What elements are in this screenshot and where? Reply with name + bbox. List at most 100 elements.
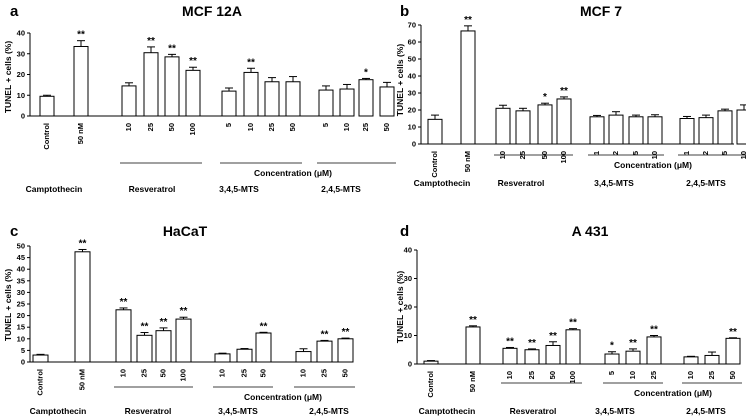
bar bbox=[236, 348, 253, 363]
y-tick-label: 10 bbox=[404, 331, 412, 340]
significance-label: ** bbox=[160, 317, 168, 328]
category-label: 50 bbox=[382, 123, 391, 131]
category-label: 10 bbox=[124, 123, 133, 131]
category-label: Control bbox=[426, 371, 435, 398]
chart-title: MCF 7 bbox=[580, 3, 622, 19]
category-label: 5 bbox=[224, 123, 233, 127]
y-tick-label: 0 bbox=[412, 140, 416, 149]
bar bbox=[556, 98, 572, 145]
bar bbox=[604, 353, 620, 365]
significance-label: ** bbox=[506, 336, 514, 347]
category-label: 25 bbox=[527, 371, 536, 379]
bar bbox=[175, 318, 192, 363]
category-label: 50 bbox=[728, 371, 737, 379]
significance-label: ** bbox=[528, 338, 536, 349]
bar bbox=[214, 353, 231, 363]
bar bbox=[39, 95, 55, 117]
chart-panel-a: a MCF 12A TUNEL + cells (%) 0 10 20 30 40 Contro… bbox=[3, 3, 396, 194]
category-label: 10 bbox=[628, 371, 637, 379]
y-tick-label: 0 bbox=[408, 360, 412, 369]
category-label: 50 bbox=[341, 369, 350, 377]
y-tick-label: 40 bbox=[404, 246, 412, 255]
bar bbox=[318, 89, 334, 117]
category-label: 10 bbox=[218, 369, 227, 377]
group-label: Resveratrol bbox=[129, 184, 176, 194]
category-label: 25 bbox=[707, 371, 716, 379]
y-tick-label: 20 bbox=[17, 70, 25, 79]
category-label: 25 bbox=[361, 123, 370, 131]
category-label: 50 bbox=[167, 123, 176, 131]
category-label: 2 bbox=[701, 151, 710, 155]
bar bbox=[495, 107, 511, 145]
group-label: Resveratrol bbox=[510, 406, 557, 416]
y-tick-label: 50 bbox=[408, 55, 416, 64]
bar bbox=[679, 118, 695, 145]
category-label: 100 bbox=[179, 369, 188, 382]
bar bbox=[524, 349, 540, 365]
category-label: 10 bbox=[686, 371, 695, 379]
significance-label: ** bbox=[650, 325, 658, 336]
y-tick-label: 0 bbox=[21, 358, 25, 367]
category-label: Control bbox=[42, 123, 51, 150]
bar bbox=[628, 116, 644, 145]
bar bbox=[460, 30, 476, 145]
bar bbox=[164, 56, 180, 117]
bar bbox=[185, 69, 201, 117]
bar bbox=[565, 329, 581, 365]
significance-label: ** bbox=[321, 329, 329, 340]
bar bbox=[155, 330, 172, 363]
bar bbox=[427, 118, 443, 145]
significance-label: ** bbox=[560, 86, 568, 97]
category-label: 10 bbox=[342, 123, 351, 131]
bar bbox=[264, 81, 280, 117]
x-axis-label: Concentration (μM) bbox=[244, 392, 322, 402]
bar bbox=[589, 116, 605, 145]
category-label: 25 bbox=[320, 369, 329, 377]
significance-label: ** bbox=[79, 238, 87, 249]
significance-label: ** bbox=[464, 15, 472, 26]
group-label: Camptothecin bbox=[30, 406, 87, 416]
group-label: Resveratrol bbox=[498, 178, 545, 188]
significance-label: * bbox=[364, 67, 368, 78]
bar bbox=[608, 114, 624, 145]
category-label: 100 bbox=[188, 123, 197, 136]
bar bbox=[316, 340, 333, 363]
significance-label: * bbox=[543, 92, 547, 103]
y-axis-label: TUNEL + cells (%) bbox=[3, 269, 13, 342]
chart-title: HaCaT bbox=[163, 223, 208, 239]
y-tick-label: 0 bbox=[21, 112, 25, 121]
y-tick-label: 60 bbox=[408, 38, 416, 47]
bar bbox=[423, 360, 439, 365]
category-label: 10 bbox=[246, 123, 255, 131]
panel-letter: a bbox=[10, 3, 19, 20]
chart-panel-d: d A 431 TUNEL + cells (%) 0 10 20 30 40 Control *… bbox=[395, 223, 742, 416]
y-tick-label: 45 bbox=[17, 253, 25, 262]
category-label: 50 nM bbox=[468, 371, 477, 392]
group-label: Camptothecin bbox=[26, 184, 83, 194]
category-label: 5 bbox=[631, 151, 640, 155]
group-label: Resveratrol bbox=[125, 406, 172, 416]
group-label: 2,4,5-MTS bbox=[321, 184, 361, 194]
category-label: 10 bbox=[119, 369, 128, 377]
x-axis-label: Concentration (μM) bbox=[634, 388, 712, 398]
y-tick-label: 15 bbox=[17, 323, 25, 332]
bar bbox=[74, 251, 91, 363]
category-label: Control bbox=[430, 151, 439, 178]
chart-title: A 431 bbox=[572, 223, 609, 239]
category-label: Control bbox=[36, 369, 45, 396]
bar bbox=[646, 336, 662, 365]
category-label: 5 bbox=[720, 151, 729, 155]
group-label: 3,4,5-MTS bbox=[594, 178, 634, 188]
y-tick-label: 35 bbox=[17, 276, 25, 285]
significance-label: ** bbox=[469, 315, 477, 326]
category-label: 1 bbox=[682, 151, 691, 155]
bar bbox=[358, 79, 374, 117]
significance-label: ** bbox=[168, 43, 176, 54]
y-tick-label: 10 bbox=[408, 123, 416, 132]
chart-title: MCF 12A bbox=[182, 3, 242, 19]
x-axis-label: Concentration (μM) bbox=[254, 168, 332, 178]
category-label: 50 nM bbox=[76, 123, 85, 144]
bar bbox=[285, 81, 301, 117]
bar bbox=[683, 356, 699, 365]
